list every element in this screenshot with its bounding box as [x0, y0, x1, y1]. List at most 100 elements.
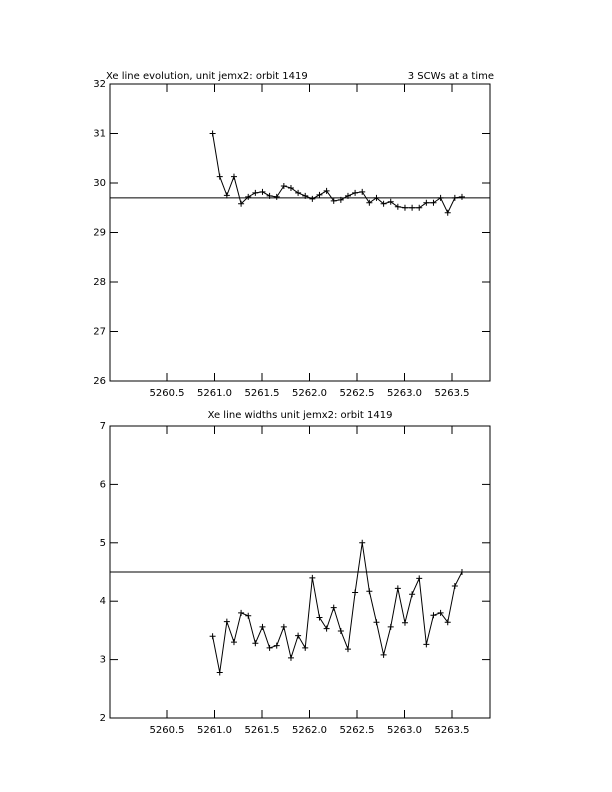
x-tick-label: 5261.5	[245, 388, 280, 399]
data-point	[344, 192, 351, 199]
y-tick-label: 28	[93, 277, 106, 288]
data-point	[380, 200, 387, 207]
data-point	[409, 591, 416, 598]
data-point	[366, 199, 373, 206]
y-tick-label: 31	[93, 129, 106, 140]
y-tick-label: 32	[93, 79, 106, 90]
data-point	[252, 640, 259, 647]
chart-subtitle: 3 SCWs at a time	[408, 71, 494, 82]
data-point	[444, 619, 451, 626]
data-point	[359, 539, 366, 546]
chart-title: Xe line widths unit jemx2: orbit 1419	[208, 410, 393, 421]
y-tick-label: 4	[100, 596, 106, 607]
data-point	[373, 194, 380, 201]
data-point	[423, 641, 430, 648]
data-line	[212, 133, 463, 214]
data-point	[451, 583, 458, 590]
x-tick-label: 5263.5	[435, 725, 470, 736]
y-tick-label: 26	[93, 376, 106, 387]
data-point	[230, 173, 237, 180]
data-point	[451, 194, 458, 201]
data-point	[295, 189, 302, 196]
data-point	[266, 644, 273, 651]
y-tick-label: 3	[100, 655, 106, 666]
x-tick-label: 5263.0	[387, 388, 422, 399]
x-tick-label: 5263.0	[387, 725, 422, 736]
data-point	[437, 609, 444, 616]
data-point	[323, 625, 330, 632]
x-tick-label: 5263.5	[435, 388, 470, 399]
y-tick-label: 2	[100, 713, 106, 724]
data-point	[238, 609, 245, 616]
x-tick-label: 5262.5	[340, 725, 375, 736]
data-point	[280, 182, 287, 189]
data-point	[373, 619, 380, 626]
plot-frame	[109, 83, 491, 382]
data-point	[238, 200, 245, 207]
data-point	[287, 654, 294, 661]
data-point	[437, 194, 444, 201]
data-point	[430, 199, 437, 206]
data-point	[387, 623, 394, 630]
data-point	[380, 651, 387, 658]
y-tick-label: 6	[100, 479, 106, 490]
data-point	[309, 195, 316, 202]
data-point	[266, 192, 273, 199]
data-point	[352, 589, 359, 596]
data-point	[230, 639, 237, 646]
x-tick-label: 5261.5	[245, 725, 280, 736]
data-point	[394, 203, 401, 210]
x-tick-label: 5262.0	[292, 388, 327, 399]
data-point	[223, 618, 230, 625]
chart-title: Xe line evolution, unit jemx2: orbit 141…	[106, 71, 308, 82]
data-point	[245, 612, 252, 619]
y-tick-label: 29	[93, 228, 106, 239]
data-point	[330, 197, 337, 204]
data-point	[316, 614, 323, 621]
data-point	[209, 130, 216, 137]
data-point	[359, 188, 366, 195]
data-point	[344, 646, 351, 653]
x-tick-label: 5261.0	[197, 388, 232, 399]
data-point	[337, 627, 344, 634]
data-point	[223, 192, 230, 199]
data-point	[409, 204, 416, 211]
data-point	[387, 198, 394, 205]
data-point	[302, 644, 309, 651]
y-tick-label: 7	[100, 421, 106, 432]
data-point	[401, 619, 408, 626]
data-point	[458, 193, 465, 200]
data-point	[458, 569, 465, 575]
data-point	[287, 184, 294, 191]
y-tick-label: 27	[93, 327, 106, 338]
data-point	[280, 623, 287, 630]
data-point	[416, 204, 423, 211]
data-point	[394, 585, 401, 592]
data-point	[302, 192, 309, 199]
data-point	[273, 193, 280, 200]
data-point	[245, 193, 252, 200]
data-point	[216, 669, 223, 676]
x-tick-label: 5261.0	[197, 725, 232, 736]
data-point	[423, 199, 430, 206]
data-line	[212, 542, 463, 673]
data-point	[430, 612, 437, 619]
data-point	[252, 189, 259, 196]
data-point	[209, 633, 216, 640]
data-point	[316, 191, 323, 198]
data-point	[295, 632, 302, 639]
data-point	[259, 623, 266, 630]
data-point	[259, 188, 266, 195]
data-point	[366, 588, 373, 595]
data-point	[401, 204, 408, 211]
data-point	[216, 173, 223, 180]
data-point	[330, 604, 337, 611]
data-point	[444, 209, 451, 216]
y-tick-label: 30	[93, 178, 106, 189]
x-tick-label: 5262.5	[340, 388, 375, 399]
x-tick-label: 5260.5	[150, 388, 185, 399]
data-point	[309, 574, 316, 581]
data-point	[323, 187, 330, 194]
